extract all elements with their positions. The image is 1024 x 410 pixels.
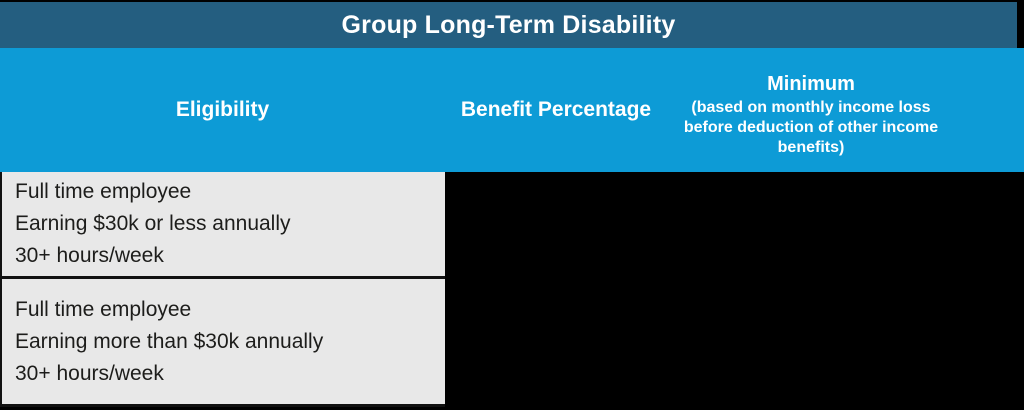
table-title-bar: Group Long-Term Disability bbox=[0, 2, 1017, 48]
eligibility-line: Full time employee bbox=[15, 180, 192, 203]
eligibility-line: 30+ hours/week bbox=[15, 361, 164, 385]
eligibility-line: 30+ hours/week bbox=[15, 244, 164, 267]
minimum-note: (based on monthly income loss before ded… bbox=[683, 98, 939, 156]
table-title: Group Long-Term Disability bbox=[341, 10, 676, 39]
eligibility-row-2: Full time employee Earning more than $30… bbox=[0, 279, 445, 407]
eligibility-line: Earning more than $30k annually bbox=[15, 329, 324, 353]
eligibility-line: Earning $30k or less annually bbox=[15, 212, 291, 235]
column-header-benefit-percentage: Benefit Percentage bbox=[460, 98, 652, 121]
column-header-eligibility: Eligibility bbox=[175, 98, 270, 121]
minimum-label: Minimum bbox=[767, 72, 855, 95]
table-header-row: Eligibility Benefit Percentage Minimum (… bbox=[0, 48, 1024, 172]
eligibility-row-1: Full time employee Earning $30k or less … bbox=[0, 172, 445, 279]
column-header-minimum: Minimum (based on monthly income loss be… bbox=[665, 48, 957, 172]
eligibility-line: Full time employee bbox=[15, 297, 192, 321]
